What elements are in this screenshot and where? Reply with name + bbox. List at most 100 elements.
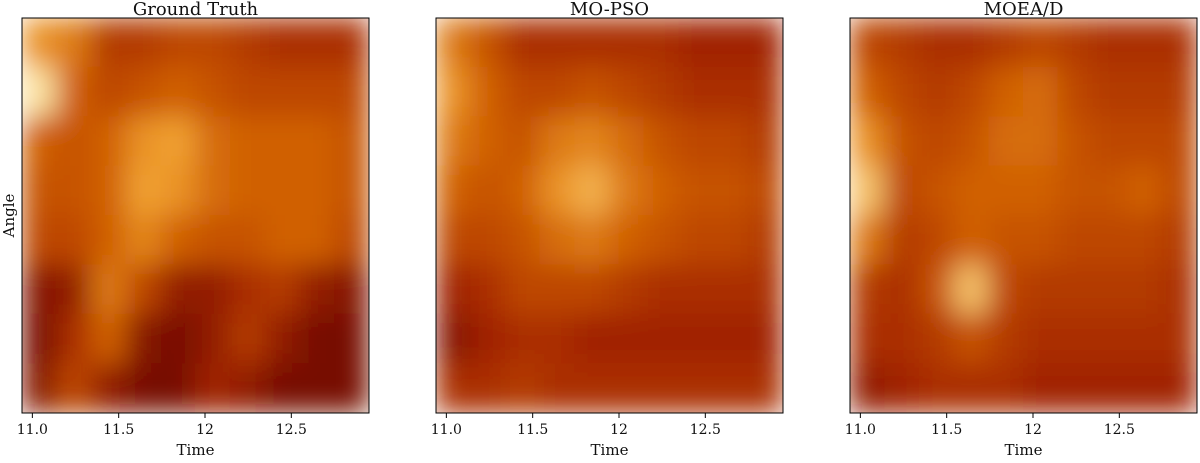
heat-cell	[713, 18, 749, 68]
heat-cell	[643, 66, 680, 118]
heat-cell	[1023, 165, 1059, 216]
heat-cell	[90, 18, 127, 68]
panel-title: MOEA/D	[984, 0, 1064, 20]
heat-cell	[678, 165, 715, 216]
heat-cell	[643, 165, 680, 216]
heat-cell	[1092, 116, 1129, 167]
heat-cell	[918, 363, 955, 413]
heat-cell	[713, 363, 749, 413]
heat-cell	[643, 116, 680, 167]
heat-cell	[1092, 18, 1129, 68]
heat-cell	[988, 363, 1024, 413]
heatmap-clip	[436, 18, 783, 413]
heat-cell	[56, 215, 92, 266]
heat-cell	[918, 116, 955, 167]
heat-cell	[125, 165, 162, 216]
heat-cell	[747, 18, 783, 68]
heat-cell	[504, 215, 541, 266]
heat-cell	[609, 165, 645, 216]
heat-cell	[22, 165, 58, 216]
heat-cell	[333, 165, 369, 216]
heat-cell	[264, 313, 301, 365]
heat-cell	[333, 116, 369, 167]
heat-cell	[988, 313, 1024, 365]
heat-cell	[1127, 313, 1163, 365]
x-tick-label: 12.5	[1104, 422, 1135, 438]
heat-cell	[1057, 18, 1094, 68]
heatmap-clip	[22, 18, 369, 413]
heat-cell	[195, 363, 231, 413]
heat-cell	[1057, 165, 1094, 216]
heat-cell	[125, 313, 162, 365]
heat-cell	[539, 363, 576, 413]
heat-cell	[264, 18, 301, 68]
heat-cell	[988, 165, 1024, 216]
heat-cell	[539, 116, 576, 167]
heat-cell	[850, 165, 886, 216]
heat-cell	[609, 215, 645, 266]
panel-title: MO-PSO	[570, 0, 649, 20]
heat-cell	[1092, 264, 1129, 315]
heat-cell	[229, 116, 266, 167]
heat-cell	[436, 215, 472, 266]
heat-cell	[609, 313, 645, 365]
heat-cell	[264, 66, 301, 118]
heat-cell	[643, 18, 680, 68]
heat-cell	[884, 165, 920, 216]
heat-cell	[195, 18, 231, 68]
panel-title: Ground Truth	[133, 0, 259, 20]
heat-cell	[1127, 165, 1163, 216]
heat-cell	[299, 165, 335, 216]
heat-cell	[609, 363, 645, 413]
heat-cell	[1057, 264, 1094, 315]
heat-cell	[747, 66, 783, 118]
heat-cell	[1023, 264, 1059, 315]
heatmap	[436, 18, 783, 413]
heat-cell	[229, 264, 266, 315]
heat-cell	[953, 165, 990, 216]
heat-cell	[747, 363, 783, 413]
x-tick-label: 11.5	[517, 422, 548, 438]
x-tick-label: 12	[1024, 422, 1042, 438]
heat-cell	[333, 66, 369, 118]
heat-cell	[678, 363, 715, 413]
heat-cell	[678, 215, 715, 266]
x-axis-label: Time	[591, 441, 629, 459]
heat-cell	[229, 66, 266, 118]
heat-cell	[195, 116, 231, 167]
heat-cell	[1023, 66, 1059, 118]
x-axis-label: Time	[1005, 441, 1043, 459]
heat-cell	[1057, 363, 1094, 413]
heat-cell	[22, 215, 58, 266]
heat-cell	[1161, 116, 1197, 167]
heat-cell	[125, 116, 162, 167]
heat-cell	[264, 215, 301, 266]
heat-cell	[160, 116, 196, 167]
heatmap	[850, 18, 1197, 413]
heat-cell	[125, 215, 162, 266]
heat-cell	[713, 264, 749, 315]
heat-cell	[470, 165, 506, 216]
heat-cell	[574, 264, 610, 315]
heat-cell	[264, 363, 301, 413]
heat-cell	[747, 116, 783, 167]
x-tick-label: 11.5	[103, 422, 134, 438]
heat-cell	[333, 264, 369, 315]
heat-cell	[90, 165, 127, 216]
heat-cell	[1092, 165, 1129, 216]
heat-cell	[195, 313, 231, 365]
heat-cell	[988, 116, 1024, 167]
heat-cell	[643, 264, 680, 315]
heat-cell	[56, 66, 92, 118]
heat-cell	[747, 313, 783, 365]
heat-cell	[539, 215, 576, 266]
heat-cell	[1023, 18, 1059, 68]
heat-cell	[195, 264, 231, 315]
heat-cell	[918, 165, 955, 216]
heat-cell	[470, 18, 506, 68]
heat-cell	[953, 66, 990, 118]
heat-cell	[747, 215, 783, 266]
heat-cell	[229, 363, 266, 413]
heat-cell	[504, 116, 541, 167]
heat-cell	[953, 313, 990, 365]
